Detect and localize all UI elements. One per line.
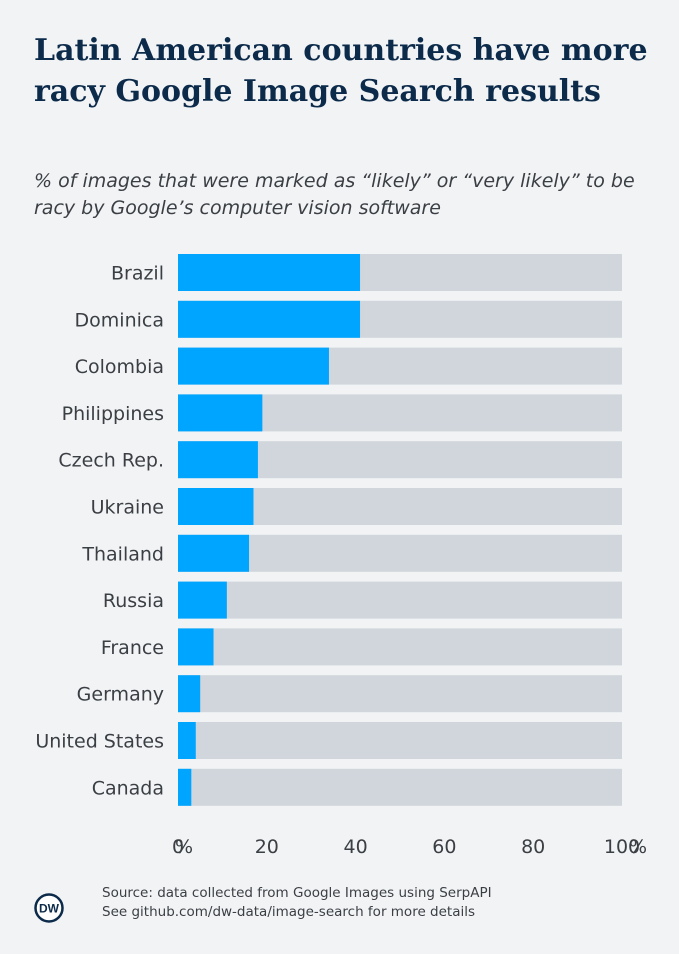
bar: [178, 581, 227, 619]
bar: [178, 300, 361, 338]
x-tick-label: 40: [344, 836, 368, 858]
bar: [178, 254, 361, 291]
category-label: Brazil: [111, 263, 164, 285]
category-label: Philippines: [62, 403, 164, 425]
footer: Source: data collected from Google Image…: [102, 884, 492, 922]
category-label: Czech Rep.: [58, 450, 164, 472]
x-tick-label: 20: [255, 836, 279, 858]
logo-text: DW: [39, 902, 60, 916]
category-label: Colombia: [75, 356, 164, 378]
category-label: Germany: [77, 684, 164, 706]
bar: [178, 722, 196, 759]
bar: [178, 394, 263, 432]
category-label: Ukraine: [91, 497, 164, 519]
bar: [178, 488, 254, 525]
bar-track: [178, 768, 622, 806]
x-unit-label-origin: %: [175, 836, 193, 858]
x-unit-label: %: [629, 836, 647, 858]
x-tick-label: 80: [521, 836, 545, 858]
source-note: Source: data collected from Google Image…: [102, 885, 492, 901]
bar: [178, 628, 214, 666]
bar-track: [178, 628, 622, 666]
dw-logo: DW: [34, 893, 64, 923]
bar-track: [178, 534, 622, 572]
chart-title: Latin American countries have more racy …: [34, 33, 648, 109]
category-label: Russia: [103, 590, 164, 612]
bar-track: [178, 722, 622, 759]
bar-track: [178, 675, 622, 713]
category-label: Dominica: [75, 309, 164, 331]
bar-chart: Brazil Dominica Colombia Philippines Czech R…: [35, 254, 647, 858]
bar-track: [178, 581, 622, 619]
x-tick-label: 60: [432, 836, 456, 858]
chart-subtitle: % of images that were marked as “likely”…: [34, 170, 635, 219]
x-tick-label: 0: [172, 836, 184, 858]
details-note: See github.com/dw-data/image-search for …: [102, 904, 476, 920]
bar: [178, 768, 192, 806]
category-label: Thailand: [81, 543, 164, 565]
bar: [178, 534, 250, 572]
category-label: France: [101, 637, 164, 659]
category-label: Canada: [92, 777, 164, 799]
bar: [178, 347, 329, 385]
bar: [178, 675, 201, 713]
category-label: United States: [35, 731, 164, 753]
x-tick-label: 100: [604, 836, 640, 858]
bar: [178, 441, 258, 479]
